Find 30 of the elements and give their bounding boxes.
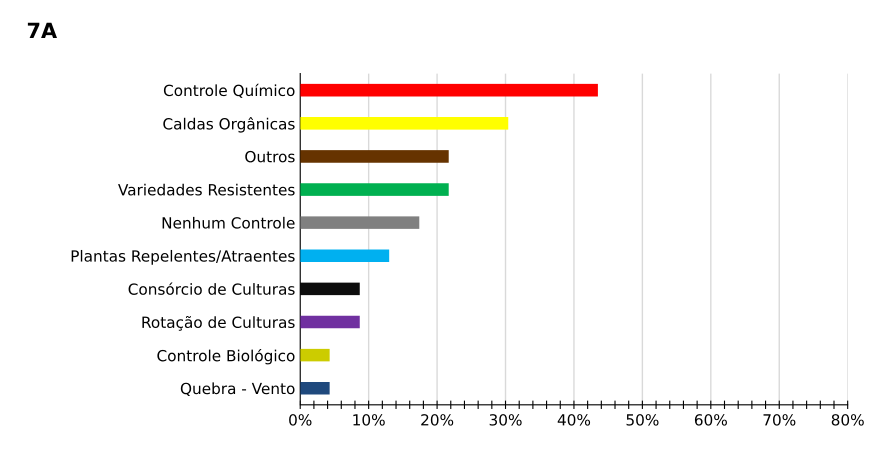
bar <box>300 316 360 328</box>
y-tick-label: Quebra - Vento <box>180 382 295 396</box>
x-tick-label: 10% <box>353 414 385 426</box>
y-tick-label: Variedades Resistentes <box>118 184 295 196</box>
x-tick-label: 40% <box>558 414 590 426</box>
bar <box>300 150 449 163</box>
y-tick-label: Consórcio de Culturas <box>128 282 295 295</box>
bar <box>300 249 390 262</box>
y-tick-label: Controle Químico <box>164 84 295 98</box>
bar <box>300 116 508 130</box>
bar <box>300 282 360 296</box>
y-tick-label: Plantas Repelentes/Atraentes <box>72 250 295 265</box>
x-tick-label: 80% <box>832 414 864 426</box>
bar <box>300 216 420 229</box>
bar <box>300 84 598 96</box>
text: 7A <box>28 22 58 38</box>
x-tick-label: 0% <box>289 414 312 426</box>
y-tick-label: Outros <box>245 150 295 162</box>
y-tick-label: Rotação de Culturas <box>142 316 295 331</box>
x-tick-label: 30% <box>490 414 522 426</box>
x-tick-label: 50% <box>626 414 659 426</box>
x-tick-label: 20% <box>421 414 454 426</box>
y-tick-label: Controle Biológico <box>157 349 295 364</box>
x-tick-label: 70% <box>764 414 796 426</box>
x-tick-label: 60% <box>694 414 727 426</box>
y-tick-label: Caldas Orgânicas <box>163 117 295 133</box>
bar <box>300 348 330 362</box>
bar <box>300 183 449 196</box>
bar <box>300 382 330 395</box>
y-tick-label: Nenhum Controle <box>162 216 295 229</box>
